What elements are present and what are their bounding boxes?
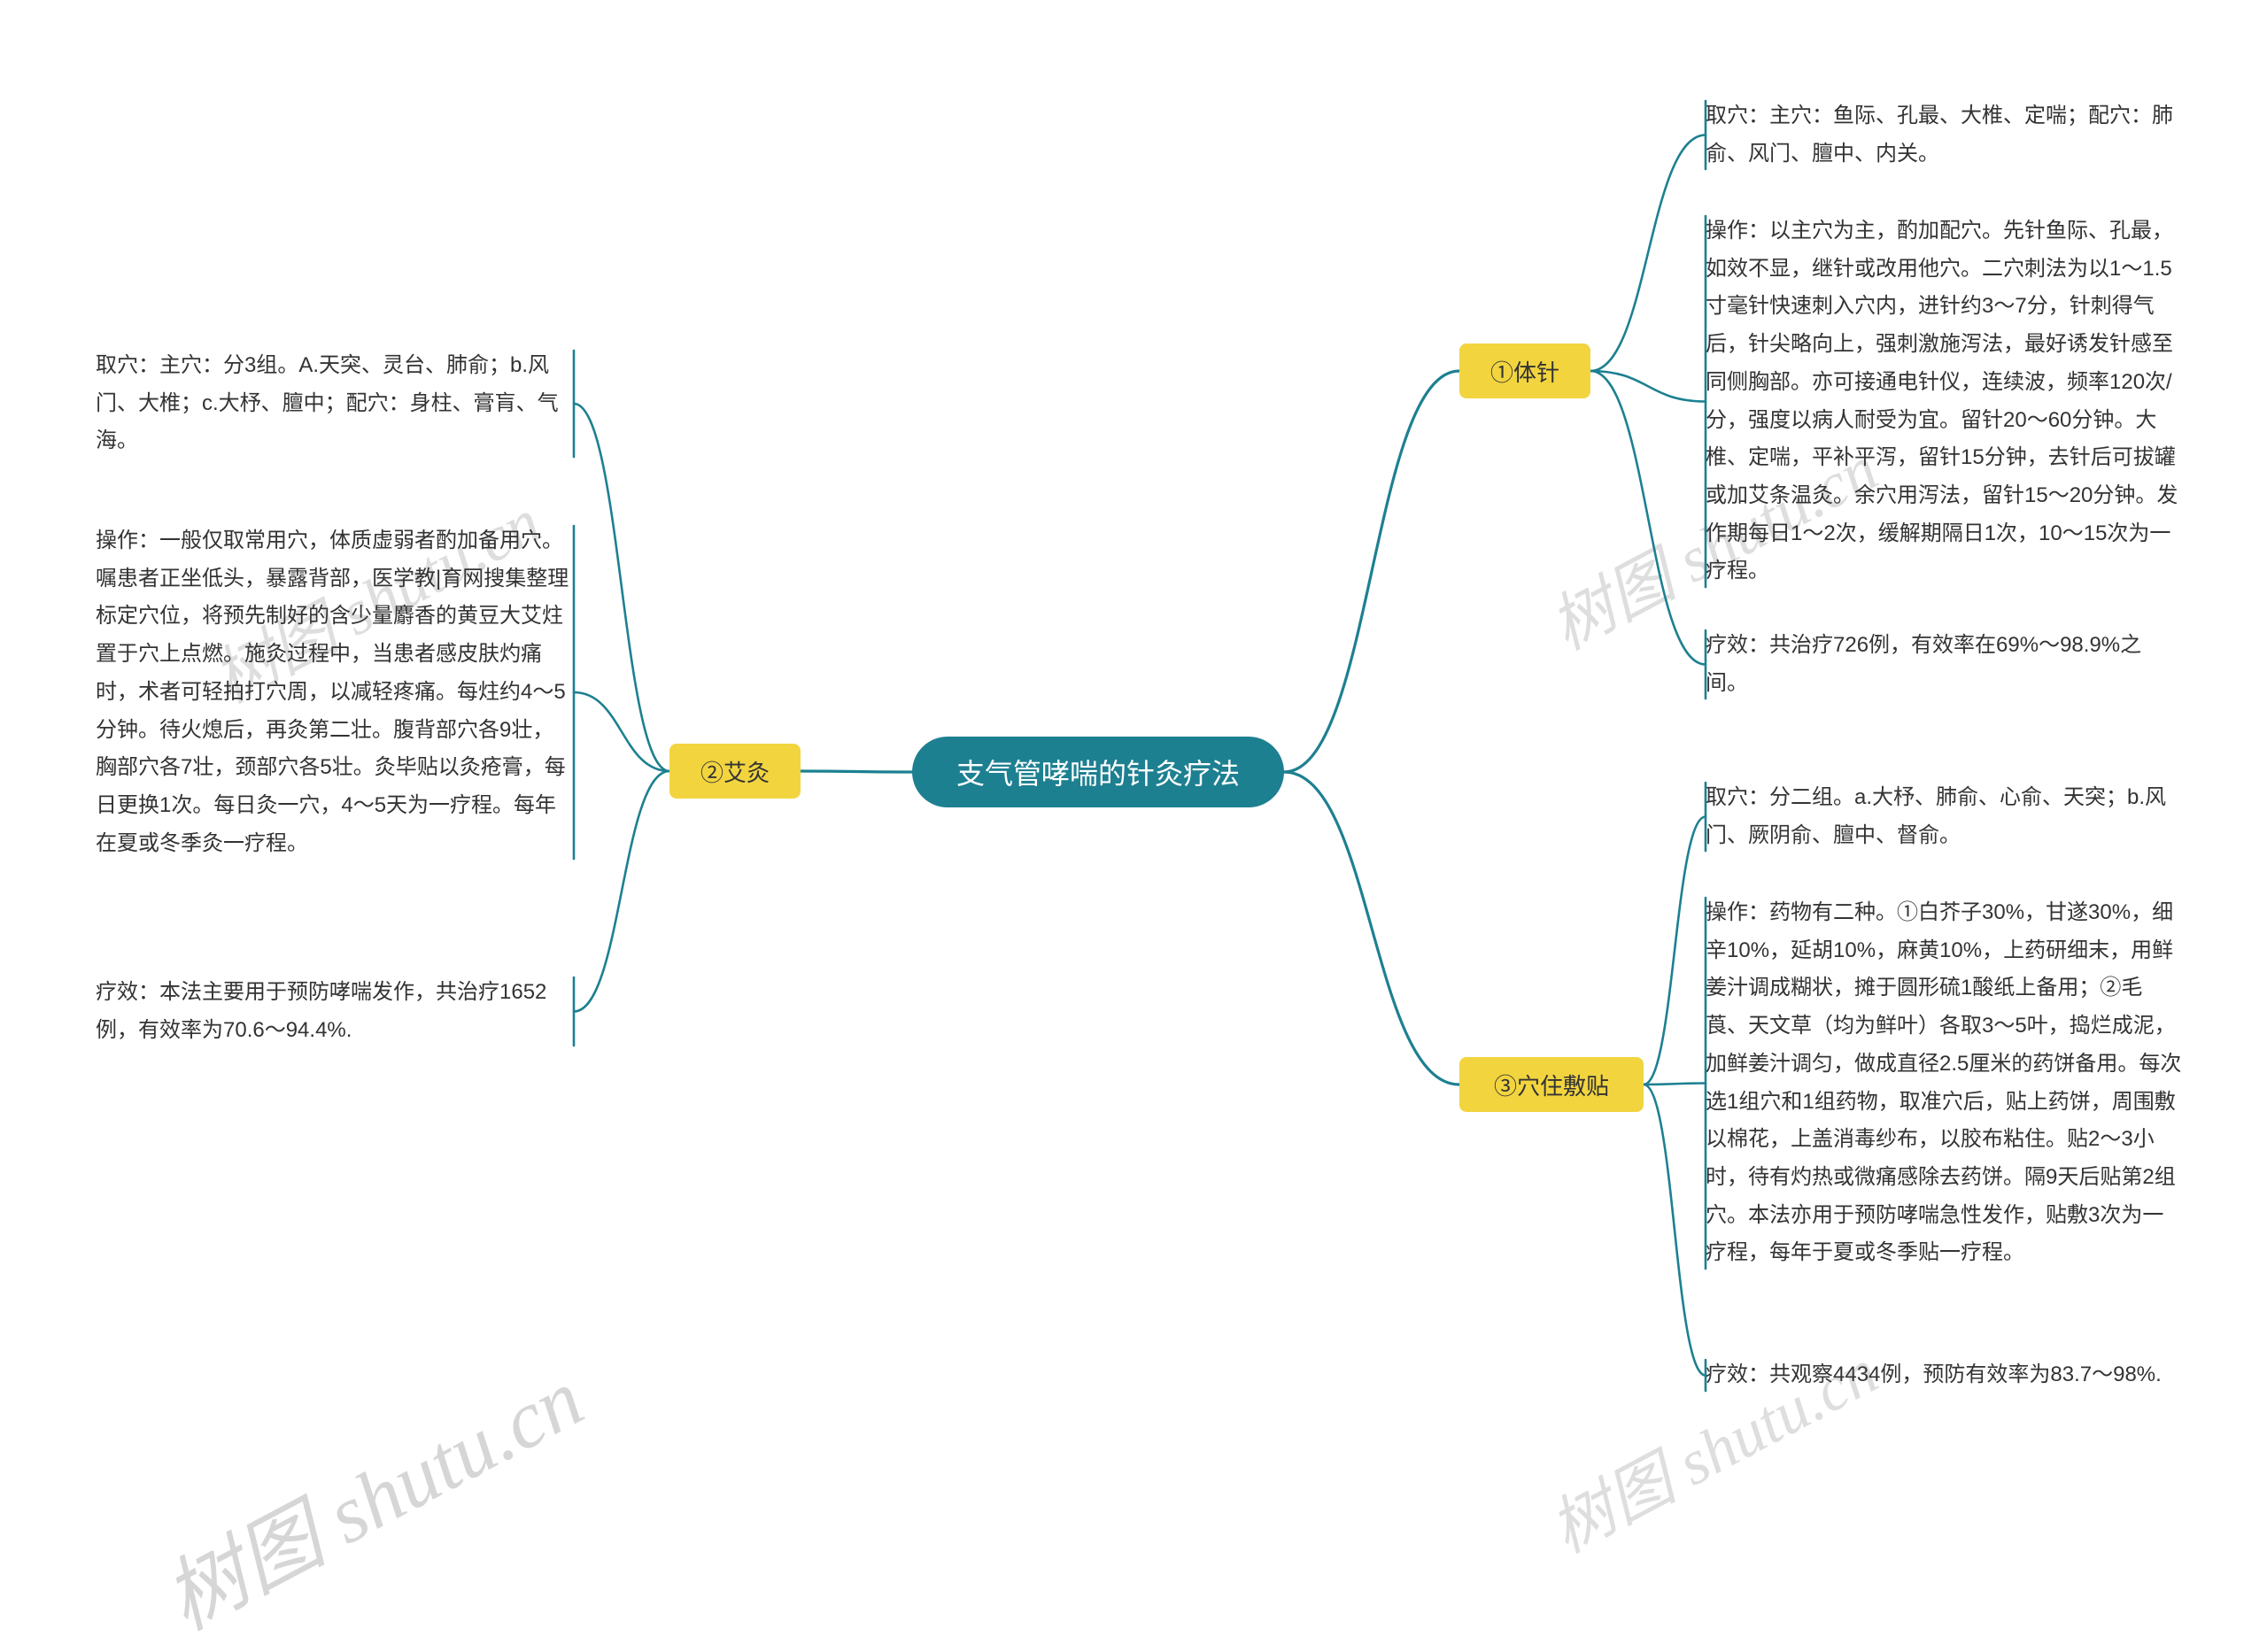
leaf-text: 取穴：主穴：分3组。A.天突、灵台、肺俞；b.风门、大椎；c.大杼、膻中；配穴：… [96,353,559,452]
leaf-b3-3[interactable]: 疗效：共观察4434例，预防有效率为83.7～98%. [1706,1356,2184,1394]
central-node[interactable]: 支气管哮喘的针灸疗法 [912,737,1284,807]
branch-node-1-label: ①体针 [1490,355,1559,388]
leaf-b3-2[interactable]: 操作：药物有二种。①白芥子30%，甘遂30%，细辛10%，延胡10%，麻黄10%… [1706,894,2184,1272]
leaf-text: 疗效：共治疗726例，有效率在69%～98.9%之间。 [1706,633,2141,695]
leaf-text: 操作：药物有二种。①白芥子30%，甘遂30%，细辛10%，延胡10%，麻黄10%… [1706,900,2181,1264]
leaf-b3-1[interactable]: 取穴：分二组。a.大杼、肺俞、心俞、天突；b.风门、厥阴俞、膻中、督俞。 [1706,779,2184,854]
leaf-text: 取穴：分二组。a.大杼、肺俞、心俞、天突；b.风门、厥阴俞、膻中、督俞。 [1706,785,2166,847]
leaf-b2-1[interactable]: 取穴：主穴：分3组。A.天突、灵台、肺俞；b.风门、大椎；c.大杼、膻中；配穴：… [96,347,574,460]
leaf-text: 疗效：共观察4434例，预防有效率为83.7～98%. [1706,1363,2162,1386]
leaf-b1-3[interactable]: 疗效：共治疗726例，有效率在69%～98.9%之间。 [1706,627,2184,702]
branch-node-3-label: ③穴住敷贴 [1494,1069,1609,1101]
leaf-text: 操作：一般仅取常用穴，体质虚弱者酌加备用穴。嘱患者正坐低头，暴露背部，医学教|育… [96,529,569,855]
branch-node-3[interactable]: ③穴住敷贴 [1459,1057,1644,1112]
branch-node-2[interactable]: ②艾灸 [669,744,801,799]
leaf-b1-1[interactable]: 取穴：主穴：鱼际、孔最、大椎、定喘；配穴：肺俞、风门、膻中、内关。 [1706,97,2184,173]
branch-node-2-label: ②艾灸 [700,755,770,788]
leaf-b2-2[interactable]: 操作：一般仅取常用穴，体质虚弱者酌加备用穴。嘱患者正坐低头，暴露背部，医学教|育… [96,522,574,862]
leaf-b2-3[interactable]: 疗效：本法主要用于预防哮喘发作，共治疗1652例，有效率为70.6～94.4%. [96,974,574,1049]
central-node-label: 支气管哮喘的针灸疗法 [956,752,1240,792]
leaf-text: 取穴：主穴：鱼际、孔最、大椎、定喘；配穴：肺俞、风门、膻中、内关。 [1706,104,2173,166]
watermark: 树图 shutu.cn [141,1334,600,1652]
leaf-text: 疗效：本法主要用于预防哮喘发作，共治疗1652例，有效率为70.6～94.4%. [96,980,546,1042]
mindmap-canvas: 树图 shutu.cn 树图 shutu.cn 树图 shutu.cn 树图 s… [0,0,2267,1517]
leaf-text: 操作：以主穴为主，酌加配穴。先针鱼际、孔最，如效不显，继针或改用他穴。二穴刺法为… [1706,219,2178,583]
branch-node-1[interactable]: ①体针 [1459,344,1590,398]
leaf-b1-2[interactable]: 操作：以主穴为主，酌加配穴。先针鱼际、孔最，如效不显，继针或改用他穴。二穴刺法为… [1706,212,2184,591]
